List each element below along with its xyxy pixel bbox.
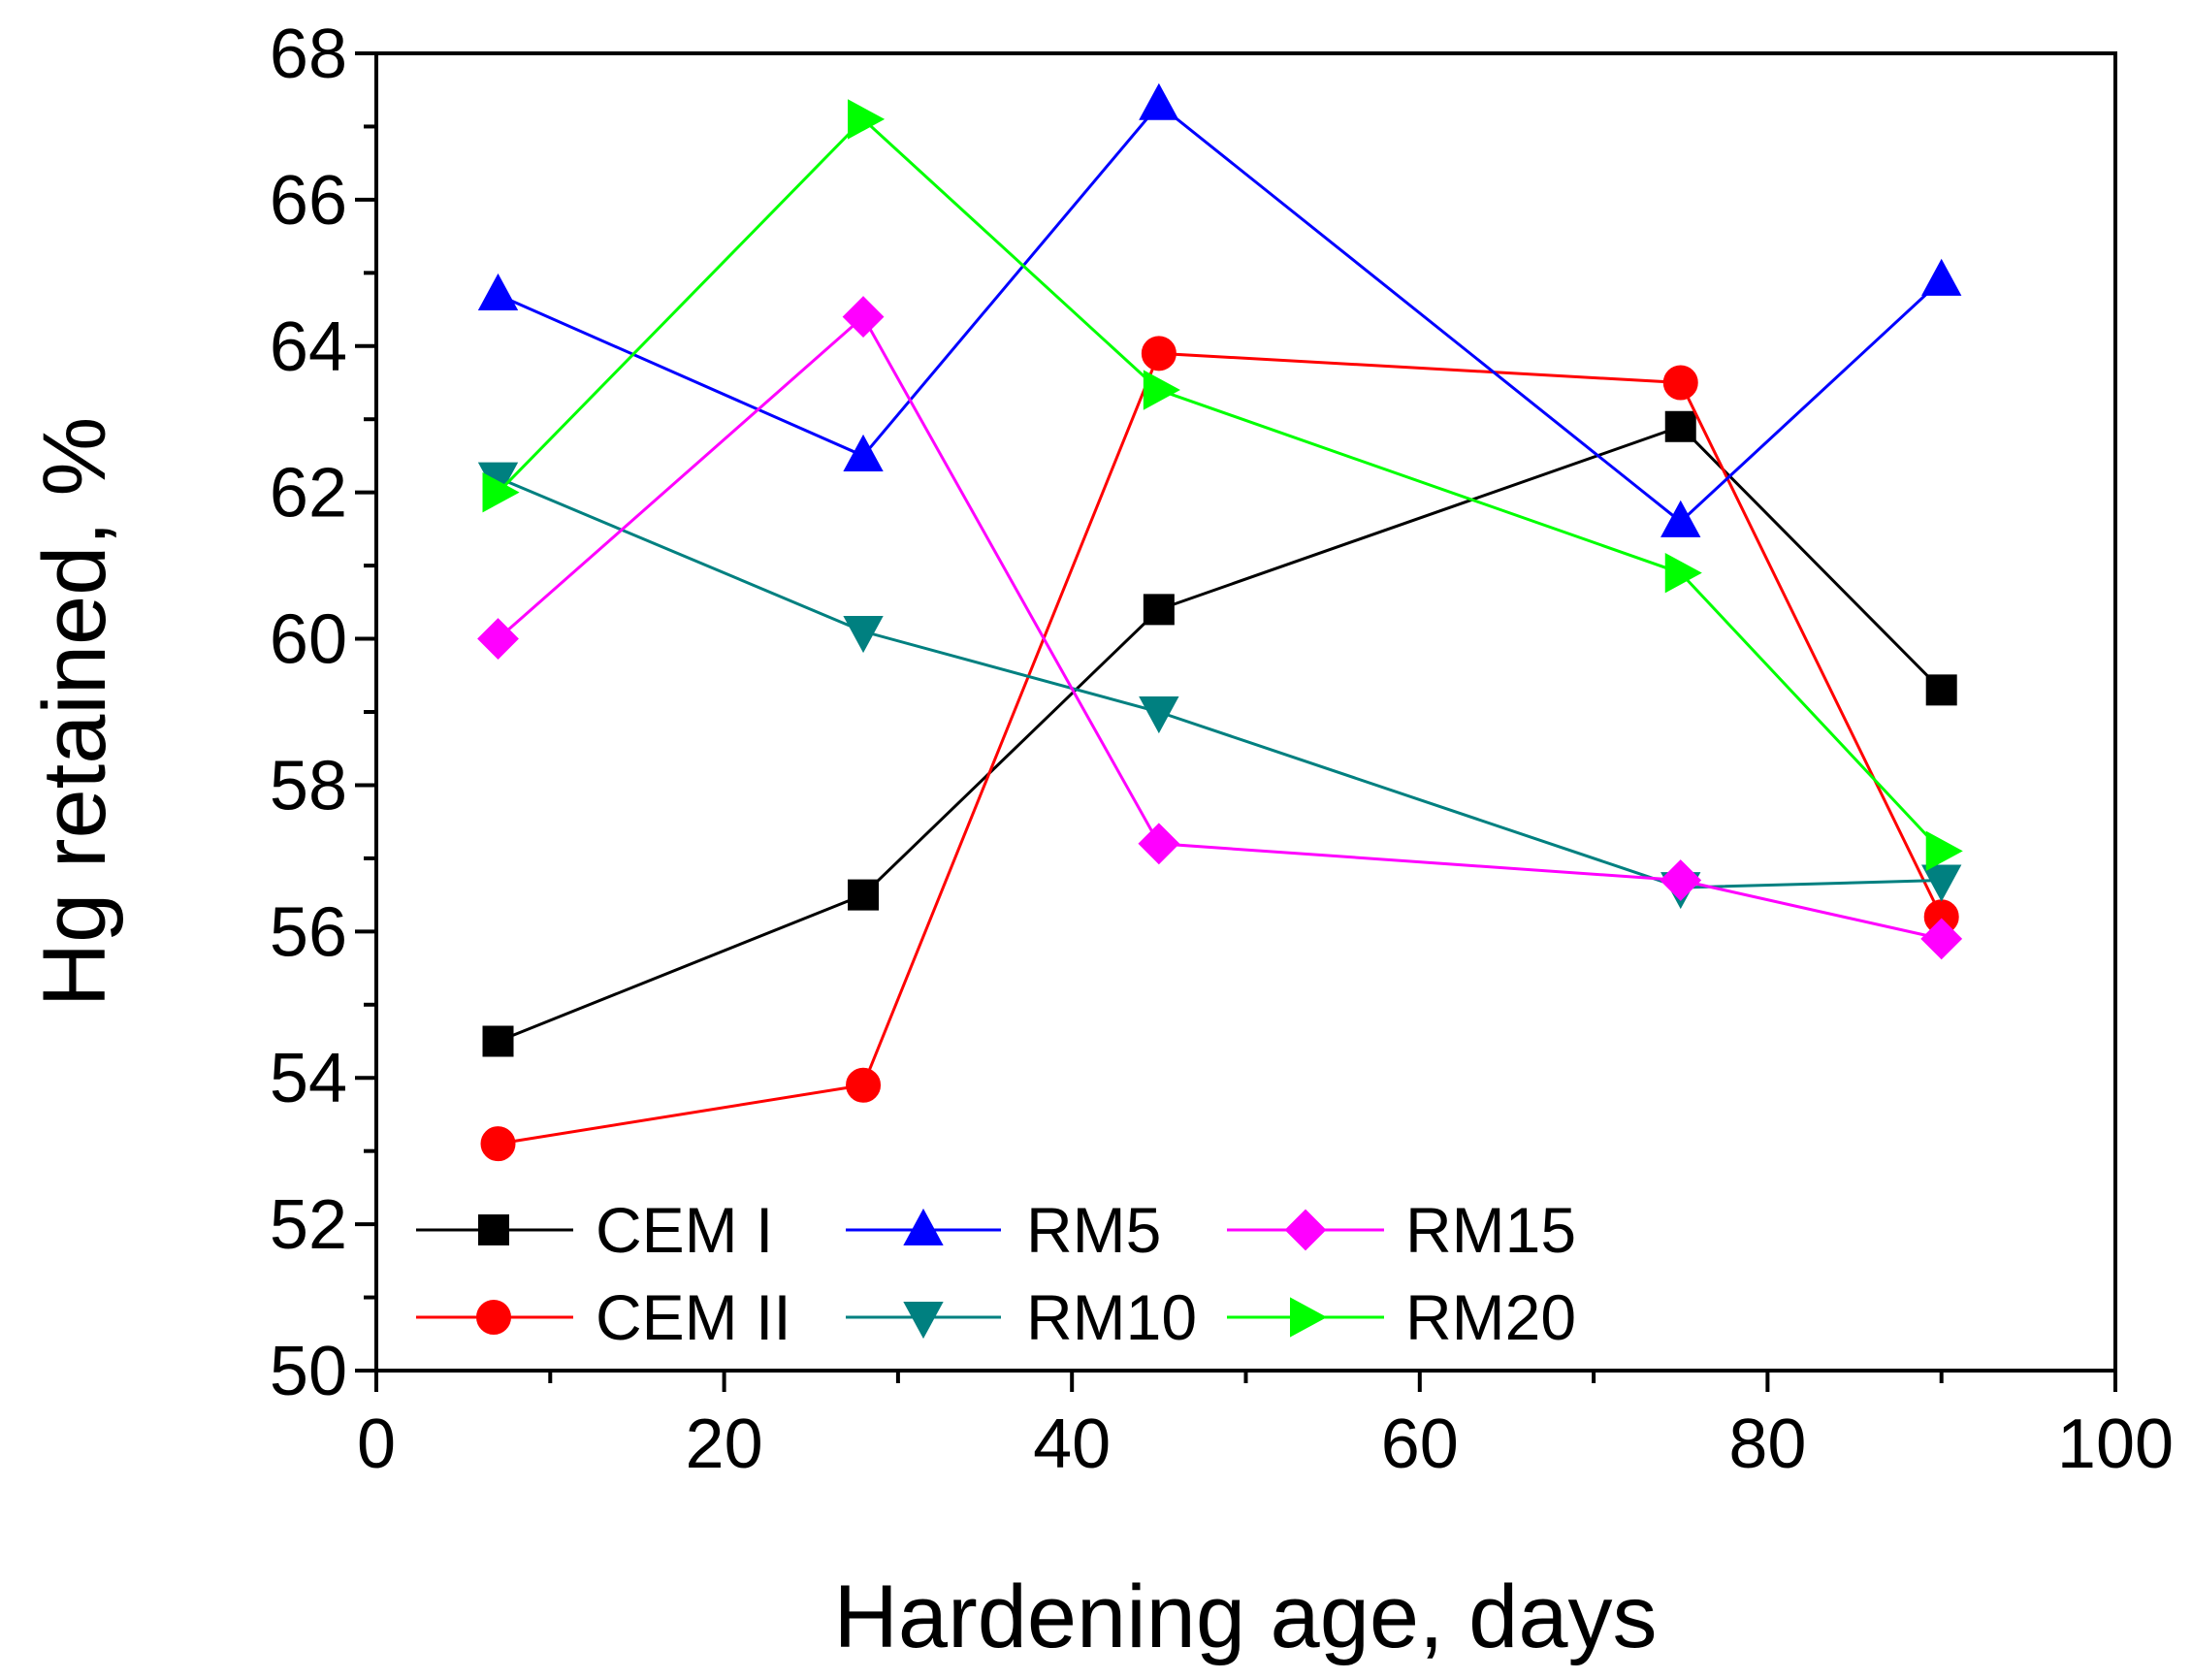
x-axis-label: Hardening age, days bbox=[833, 1567, 1657, 1666]
legend-label: RM15 bbox=[1405, 1194, 1576, 1266]
y-tick-label: 52 bbox=[270, 1186, 347, 1264]
data-point bbox=[480, 1126, 516, 1162]
x-tick-label: 0 bbox=[357, 1405, 396, 1483]
legend-item: RM15 bbox=[1227, 1194, 1576, 1266]
legend-marker bbox=[903, 1208, 944, 1245]
data-point bbox=[848, 879, 880, 911]
legend-label: RM5 bbox=[1026, 1194, 1161, 1266]
data-point bbox=[1921, 258, 1962, 296]
y-tick-label: 50 bbox=[270, 1333, 347, 1410]
legend-marker bbox=[478, 1214, 509, 1245]
x-tick-label: 60 bbox=[1381, 1405, 1459, 1483]
data-point bbox=[477, 618, 519, 660]
data-point bbox=[1139, 696, 1179, 734]
legend-label: RM20 bbox=[1405, 1281, 1576, 1353]
legend-item: CEM II bbox=[416, 1281, 791, 1353]
data-point bbox=[846, 1067, 882, 1103]
data-point bbox=[843, 616, 884, 654]
x-tick-label: 80 bbox=[1728, 1405, 1806, 1483]
series-rm5 bbox=[477, 82, 1962, 537]
data-point bbox=[1664, 410, 1696, 442]
x-tick-label: 40 bbox=[1033, 1405, 1111, 1483]
y-tick-label: 66 bbox=[270, 162, 347, 240]
legend-item: RM10 bbox=[846, 1281, 1197, 1353]
y-tick-label: 60 bbox=[270, 601, 347, 679]
series-line bbox=[497, 102, 1943, 524]
series-line bbox=[497, 476, 1942, 889]
data-point bbox=[842, 296, 885, 339]
legend: CEM I CEM II RM5 RM10 RM15 RM20 bbox=[416, 1194, 1576, 1353]
y-tick-label: 56 bbox=[270, 893, 347, 971]
data-point bbox=[1138, 823, 1180, 865]
data-point bbox=[1141, 336, 1177, 372]
legend-item: CEM I bbox=[416, 1194, 773, 1266]
x-tick-label: 100 bbox=[2057, 1405, 2174, 1483]
series-cem-ii bbox=[480, 336, 1959, 1162]
x-tick-label: 20 bbox=[686, 1405, 763, 1483]
y-tick-label: 68 bbox=[270, 16, 347, 93]
y-tick-label: 54 bbox=[270, 1040, 347, 1117]
plot-frame bbox=[374, 51, 2117, 1373]
data-point bbox=[1143, 594, 1175, 626]
data-point bbox=[482, 471, 520, 513]
series-rm15 bbox=[477, 296, 1963, 960]
legend-item: RM20 bbox=[1227, 1281, 1576, 1353]
data-point bbox=[848, 99, 886, 140]
y-axis-label: Hg retained, % bbox=[25, 417, 124, 1008]
legend-label: CEM II bbox=[596, 1281, 791, 1353]
data-point bbox=[1664, 552, 1702, 594]
data-point bbox=[1660, 859, 1702, 901]
legend-marker bbox=[1284, 1209, 1327, 1251]
legend-item: RM5 bbox=[846, 1194, 1161, 1266]
data-point bbox=[843, 434, 884, 471]
data-point bbox=[1662, 365, 1698, 401]
data-point bbox=[1921, 864, 1962, 902]
series-line bbox=[497, 116, 1943, 853]
data-point bbox=[1143, 370, 1180, 410]
data-point bbox=[1660, 500, 1701, 537]
data-point bbox=[477, 273, 519, 310]
y-tick-label: 62 bbox=[270, 455, 347, 533]
legend-label: CEM I bbox=[596, 1194, 773, 1266]
legend-marker bbox=[1290, 1297, 1328, 1338]
y-tick-label: 64 bbox=[270, 308, 347, 386]
legend-marker bbox=[903, 1302, 944, 1340]
y-tick-label: 58 bbox=[270, 747, 347, 824]
data-point bbox=[482, 1025, 514, 1057]
data-point bbox=[1139, 82, 1179, 120]
data-point bbox=[1920, 918, 1963, 960]
legend-marker bbox=[476, 1300, 511, 1335]
series-line bbox=[498, 351, 1944, 1146]
data-point bbox=[1925, 830, 1963, 872]
series-cem-i bbox=[482, 410, 1957, 1057]
series-rm20 bbox=[482, 99, 1963, 872]
series-rm10 bbox=[477, 462, 1962, 910]
data-point bbox=[1925, 674, 1957, 706]
legend-label: RM10 bbox=[1026, 1281, 1197, 1353]
